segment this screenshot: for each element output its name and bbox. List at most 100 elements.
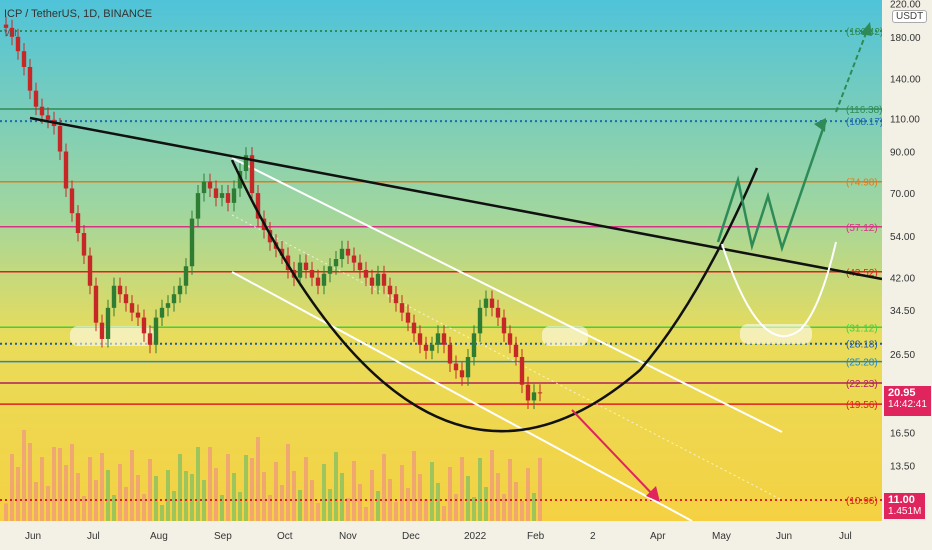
- candle-body: [537, 392, 543, 394]
- candle-body: [225, 193, 231, 203]
- candle-body: [27, 66, 33, 91]
- candle-body: [459, 370, 465, 378]
- y-tick-label: 140.00: [890, 74, 921, 85]
- x-tick-label: Nov: [339, 531, 357, 542]
- candle-body: [237, 171, 243, 189]
- candle-body: [57, 126, 63, 152]
- currency-badge[interactable]: USDT: [892, 10, 928, 23]
- y-tick-label: 54.00: [890, 232, 915, 243]
- x-tick-label: Jul: [839, 531, 852, 542]
- candle-body: [471, 333, 477, 358]
- volume-bar: [274, 462, 278, 521]
- level-label: (10.96): [846, 496, 878, 507]
- x-tick-label: May: [712, 531, 731, 542]
- candle-body: [3, 24, 9, 28]
- candle-body: [501, 317, 507, 334]
- time-axis-bg: [0, 521, 882, 550]
- volume-bar: [244, 455, 248, 521]
- volume-bar: [238, 492, 242, 521]
- candle-body: [513, 344, 519, 358]
- level-label: (31.12): [846, 323, 878, 334]
- candle-body: [69, 188, 75, 214]
- volume-bar: [136, 475, 140, 521]
- candle-body: [87, 255, 93, 286]
- candle-body: [177, 285, 183, 295]
- y-tick-label: 110.00: [890, 114, 920, 125]
- candle-body: [21, 51, 27, 67]
- volume-bar: [520, 501, 524, 521]
- candle-body: [399, 303, 405, 313]
- y-tick-label: 90.00: [890, 148, 915, 159]
- candle-body: [129, 303, 135, 313]
- volume-bar: [40, 457, 44, 521]
- volume-bar: [292, 471, 296, 521]
- volume-bar: [364, 507, 368, 521]
- volume-bar: [64, 465, 68, 521]
- candle-body: [249, 155, 255, 194]
- volume-bar: [340, 473, 344, 521]
- volume-bar: [148, 459, 152, 521]
- candle-body: [201, 181, 207, 194]
- candle-body: [489, 298, 495, 308]
- volume-bar: [538, 457, 542, 521]
- volume-bar: [226, 454, 230, 521]
- candle-body: [15, 36, 21, 52]
- volume-bar: [262, 472, 266, 521]
- volume-bar: [508, 459, 512, 521]
- candle-body: [213, 188, 219, 198]
- volume-bar: [34, 482, 38, 521]
- volume-bar: [442, 506, 446, 521]
- candle-body: [447, 344, 453, 364]
- candle-body: [93, 285, 99, 323]
- support-zone: [542, 326, 588, 346]
- candle-body: [495, 307, 501, 318]
- volume-bar: [106, 470, 110, 521]
- volume-bar: [466, 476, 470, 521]
- volume-bar: [70, 444, 74, 521]
- candle-body: [141, 317, 147, 334]
- candle-body: [45, 115, 51, 120]
- volume-bar: [532, 493, 536, 521]
- candle-body: [351, 255, 357, 263]
- y-tick-label: 16.50: [890, 428, 915, 439]
- volume-bar: [430, 462, 434, 521]
- breakdown-arrowhead: [646, 486, 660, 502]
- support-zone: [70, 326, 154, 346]
- level-label: (22.23): [846, 379, 878, 390]
- volume-bar: [76, 473, 80, 521]
- candle-body: [159, 307, 165, 318]
- volume-bar: [22, 430, 26, 521]
- candle-body: [195, 193, 201, 219]
- last-price: 20.95: [888, 387, 916, 399]
- volume-bar: [328, 489, 332, 521]
- volume-bar: [280, 485, 284, 521]
- volume-bar: [16, 467, 20, 521]
- volume-level: 11.00: [888, 494, 915, 506]
- x-tick-label: 2022: [464, 531, 487, 542]
- cup-curve: [230, 159, 759, 433]
- volume-bar: [130, 450, 134, 521]
- volume-bar: [448, 467, 452, 521]
- volume-bar: [268, 495, 272, 521]
- candle-body: [207, 181, 213, 189]
- y-tick-label: 180.00: [890, 33, 921, 44]
- volume-bar: [118, 464, 122, 521]
- candle-body: [525, 384, 531, 401]
- candle-body: [39, 106, 45, 116]
- candle-body: [519, 357, 525, 385]
- volume-bar: [400, 465, 404, 521]
- descending-channel: [231, 157, 783, 522]
- time-axis: Jun Jul Aug Sep Oct Nov Dec 2022 Feb 2 Apr May Jun Ju…: [0, 521, 882, 550]
- candle-body: [321, 273, 327, 286]
- y-tick-label: 26.50: [890, 350, 915, 361]
- candle-body: [135, 312, 141, 318]
- y-tick-label: 70.00: [890, 189, 915, 200]
- volume-bar: [10, 454, 14, 521]
- volume-bar: [154, 476, 158, 521]
- x-tick-label: Dec: [402, 531, 420, 542]
- candle-body: [279, 248, 285, 256]
- x-tick-label: 2: [590, 531, 596, 542]
- level-label: (74.98): [846, 178, 878, 189]
- volume-bar: [454, 494, 458, 521]
